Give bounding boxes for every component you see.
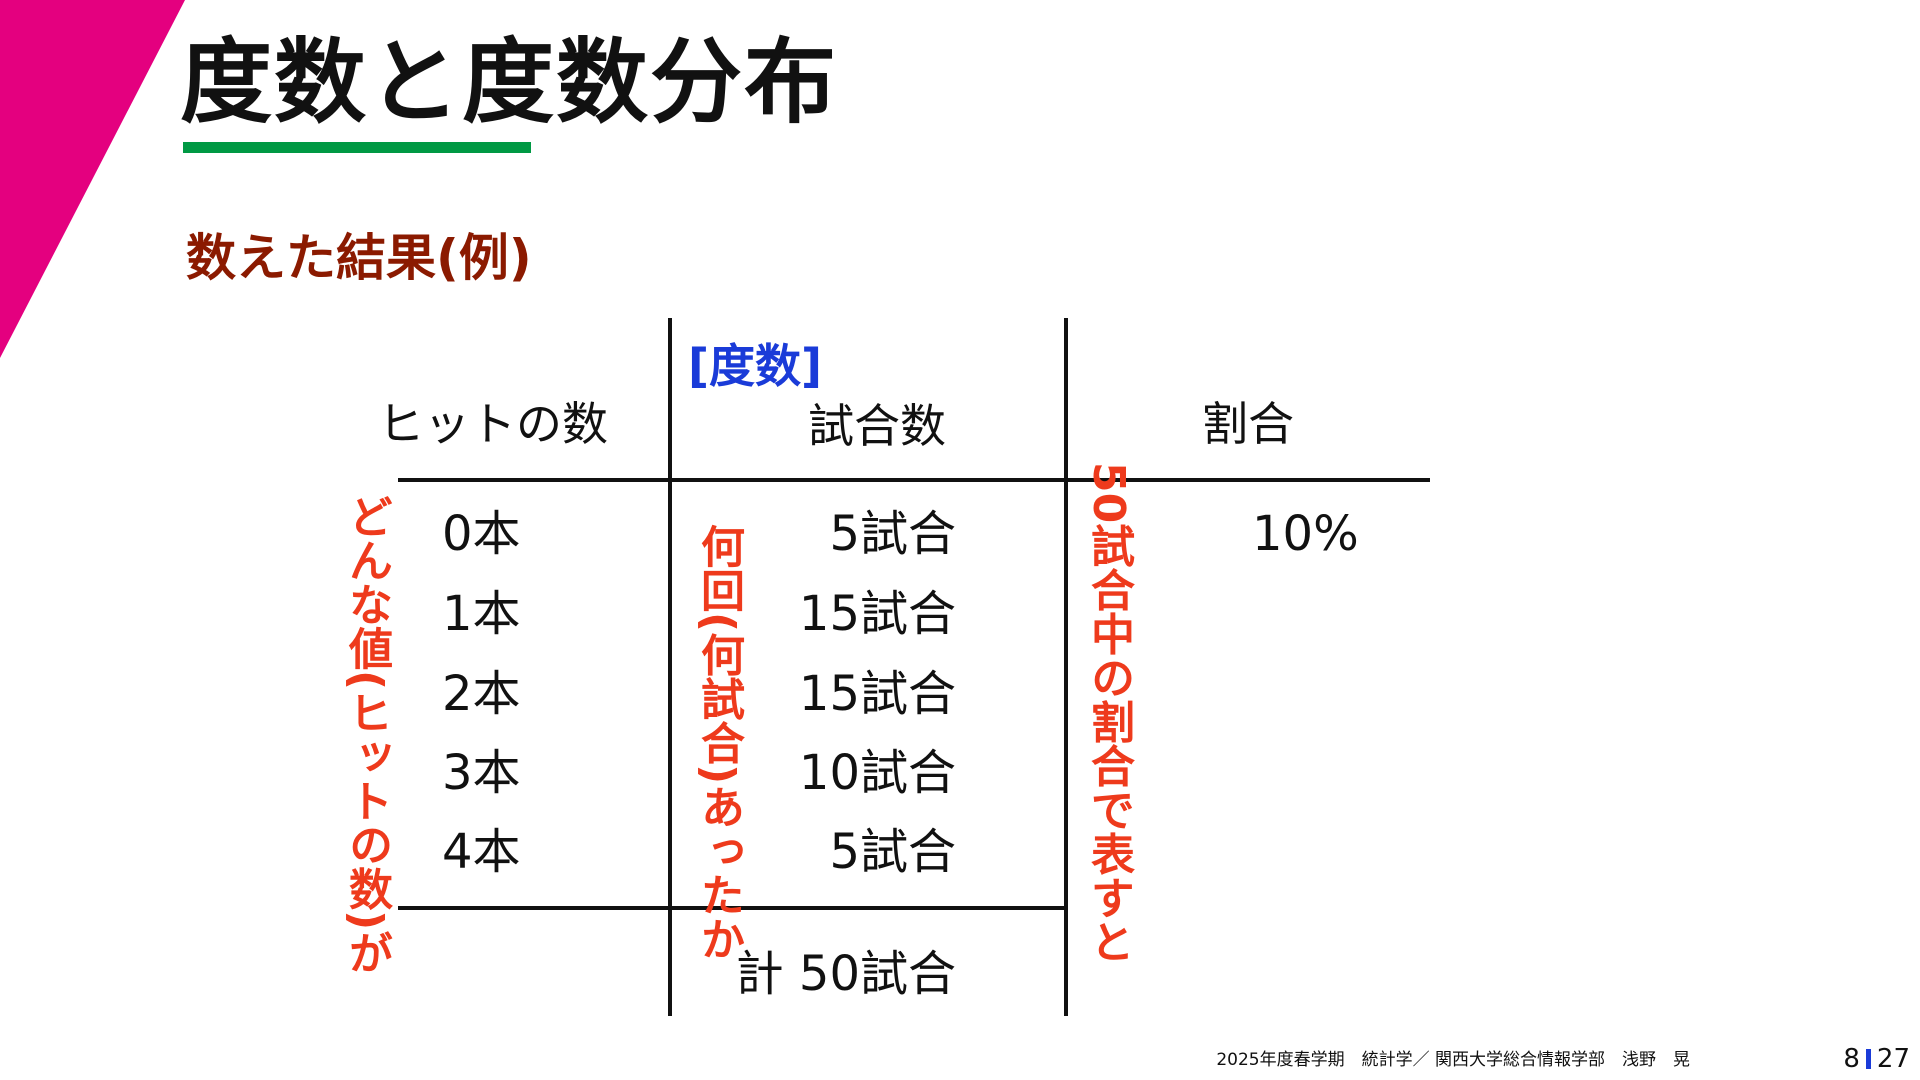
section-subtitle: 数えた結果(例) xyxy=(186,229,532,287)
row-ratio: 10% xyxy=(1252,506,1359,562)
table-total: 計 50試合 xyxy=(735,946,956,1002)
row-count: 5試合 xyxy=(829,506,956,562)
footer-course: 2025年度春学期 統計学／ 関西大学総合情報学部 浅野 晃 xyxy=(1216,1050,1690,1070)
frequency-label: [度数] xyxy=(688,339,823,393)
row-value: 4本 xyxy=(442,824,521,880)
row-count: 15試合 xyxy=(798,586,956,642)
table-divider-2 xyxy=(1064,318,1068,1016)
row-count: 5試合 xyxy=(829,824,956,880)
page-number: 8 27 xyxy=(1843,1044,1910,1074)
header-hit-count: ヒットの数 xyxy=(378,397,608,451)
row-value: 3本 xyxy=(442,745,521,801)
table-header-rule xyxy=(398,478,1430,482)
value-annotation: どんな値(ヒットの数)が xyxy=(341,494,392,975)
row-value: 1本 xyxy=(442,586,521,642)
row-count: 15試合 xyxy=(798,666,956,722)
title-underline xyxy=(183,142,531,153)
page-current: 8 xyxy=(1843,1044,1860,1074)
row-value: 0本 xyxy=(442,506,521,562)
row-value: 2本 xyxy=(442,666,521,722)
accent-triangle xyxy=(0,0,185,358)
count-annotation: 何回(何試合)あったか xyxy=(693,524,744,961)
header-ratio: 割合 xyxy=(1202,397,1294,451)
slide-title: 度数と度数分布 xyxy=(180,29,839,136)
table-divider-1 xyxy=(668,318,672,1016)
page-separator xyxy=(1865,1049,1871,1069)
row-count: 10試合 xyxy=(798,745,956,801)
ratio-annotation: 50試合中の割合で表すと xyxy=(1083,462,1134,964)
page-total: 27 xyxy=(1876,1044,1910,1074)
table-total-rule xyxy=(398,906,1068,910)
header-games: 試合数 xyxy=(808,399,946,453)
